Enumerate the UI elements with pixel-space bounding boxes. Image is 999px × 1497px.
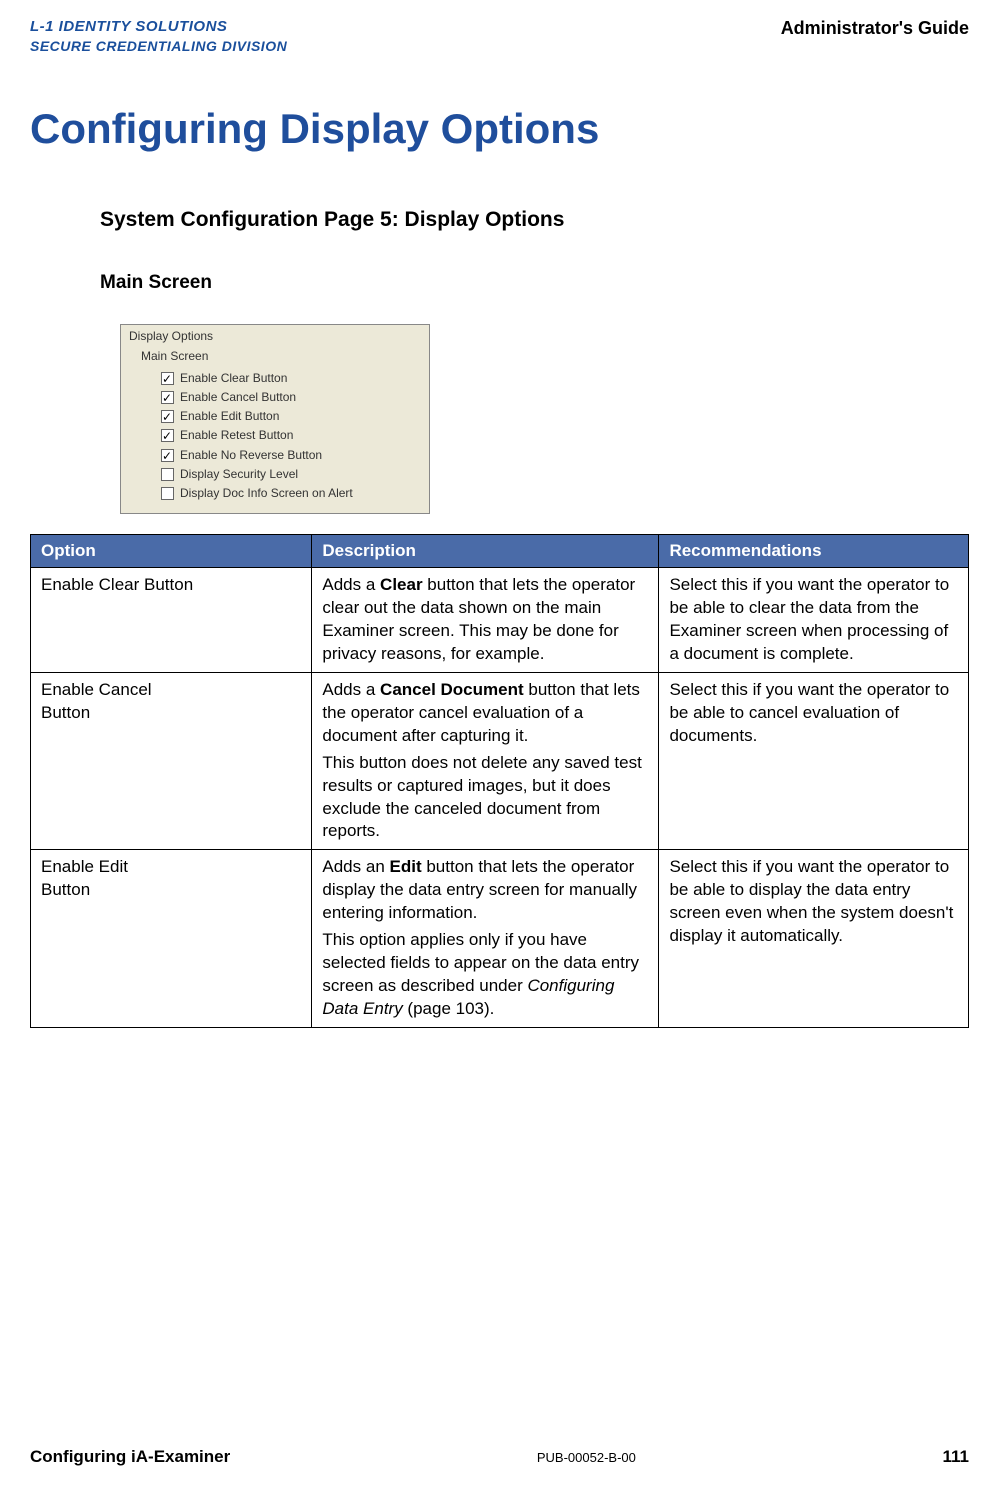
footer-center: PUB-00052-B-00 <box>537 1450 636 1465</box>
checkbox-icon <box>161 468 174 481</box>
checkbox-label: Display Doc Info Screen on Alert <box>180 484 353 503</box>
options-table: Option Description Recommendations Enabl… <box>30 534 969 1028</box>
checkbox-icon <box>161 372 174 385</box>
checkbox-list: Enable Clear ButtonEnable Cancel ButtonE… <box>129 369 421 503</box>
table-row: Enable Edit ButtonAdds an Edit button th… <box>31 850 969 1028</box>
footer-page-number: 111 <box>942 1447 969 1467</box>
checkbox-row: Enable No Reverse Button <box>161 446 421 465</box>
cell-description: Adds an Edit button that lets the operat… <box>312 850 659 1028</box>
checkbox-icon <box>161 391 174 404</box>
page-footer: Configuring iA-Examiner PUB-00052-B-00 1… <box>30 1447 969 1467</box>
cell-description: Adds a Cancel Document button that lets … <box>312 672 659 850</box>
checkbox-icon <box>161 410 174 423</box>
checkbox-row: Enable Edit Button <box>161 407 421 426</box>
checkbox-icon <box>161 429 174 442</box>
header-option: Option <box>31 535 312 568</box>
cell-recommendations: Select this if you want the operator to … <box>659 672 969 850</box>
checkbox-row: Enable Cancel Button <box>161 388 421 407</box>
panel-title: Display Options <box>129 329 421 343</box>
checkbox-icon <box>161 487 174 500</box>
footer-left: Configuring iA-Examiner <box>30 1447 230 1467</box>
page-title: Configuring Display Options <box>30 105 969 153</box>
logo-block: L-1 IDENTITY SOLUTIONS SECURE CREDENTIAL… <box>30 18 287 55</box>
subsection-heading: Main Screen <box>100 272 969 294</box>
checkbox-row: Enable Clear Button <box>161 369 421 388</box>
checkbox-row: Enable Retest Button <box>161 426 421 445</box>
checkbox-label: Display Security Level <box>180 465 298 484</box>
table-row: Enable Cancel ButtonAdds a Cancel Docume… <box>31 672 969 850</box>
display-options-panel: Display Options Main Screen Enable Clear… <box>120 324 430 514</box>
header-description: Description <box>312 535 659 568</box>
section-heading: System Configuration Page 5: Display Opt… <box>100 208 969 232</box>
cell-option: Enable Clear Button <box>31 568 312 673</box>
panel-subtitle: Main Screen <box>141 349 421 363</box>
checkbox-label: Enable Retest Button <box>180 426 293 445</box>
cell-option: Enable Cancel Button <box>31 672 312 850</box>
cell-recommendations: Select this if you want the operator to … <box>659 850 969 1028</box>
checkbox-label: Enable Clear Button <box>180 369 287 388</box>
checkbox-label: Enable Edit Button <box>180 407 279 426</box>
checkbox-label: Enable No Reverse Button <box>180 446 322 465</box>
checkbox-row: Display Security Level <box>161 465 421 484</box>
content-area: Configuring Display Options System Confi… <box>0 65 999 1028</box>
table-row: Enable Clear ButtonAdds a Clear button t… <box>31 568 969 673</box>
logo-line1: L-1 IDENTITY SOLUTIONS <box>30 18 287 36</box>
checkbox-icon <box>161 449 174 462</box>
cell-recommendations: Select this if you want the operator to … <box>659 568 969 673</box>
guide-title: Administrator's Guide <box>781 18 969 39</box>
header-recommendations: Recommendations <box>659 535 969 568</box>
page-header: L-1 IDENTITY SOLUTIONS SECURE CREDENTIAL… <box>0 0 999 65</box>
checkbox-row: Display Doc Info Screen on Alert <box>161 484 421 503</box>
logo-line2: SECURE CREDENTIALING DIVISION <box>30 38 287 55</box>
table-header-row: Option Description Recommendations <box>31 535 969 568</box>
cell-description: Adds a Clear button that lets the operat… <box>312 568 659 673</box>
cell-option: Enable Edit Button <box>31 850 312 1028</box>
checkbox-label: Enable Cancel Button <box>180 388 296 407</box>
